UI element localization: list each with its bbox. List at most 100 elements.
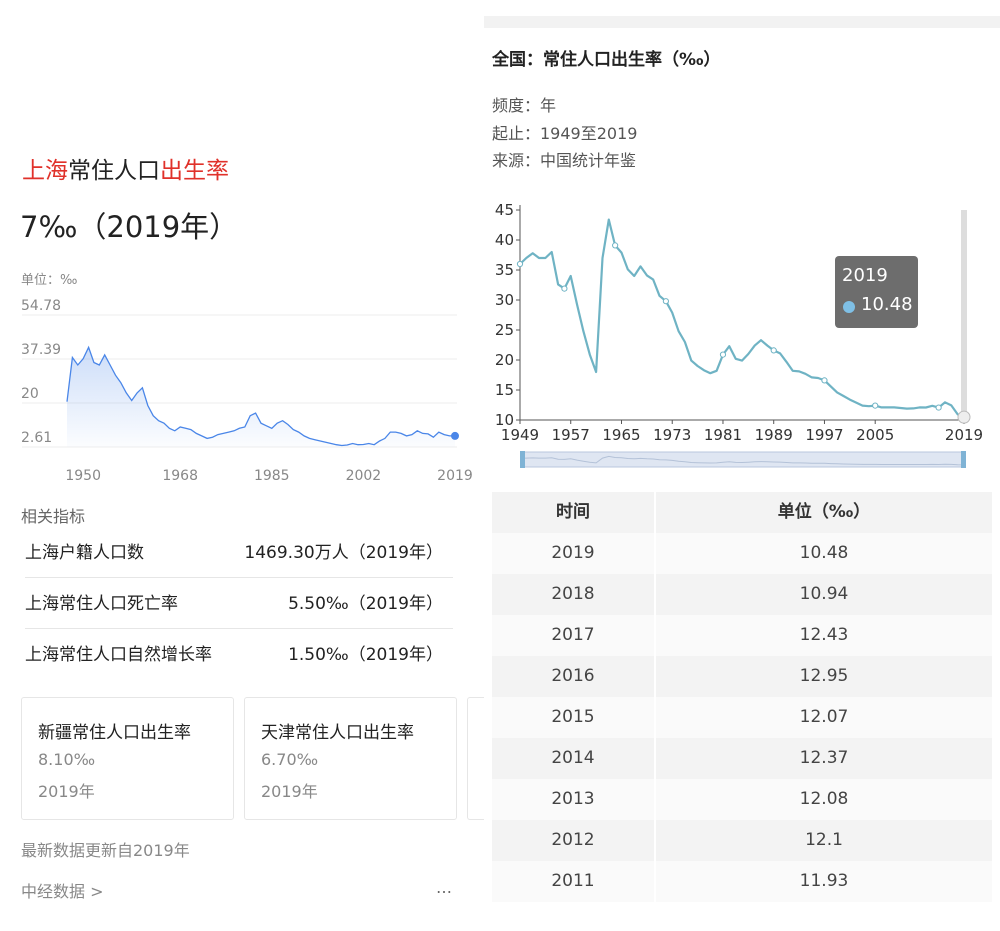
frequency-label: 频度：年: [492, 96, 557, 115]
left-panel: 上海常住人口出生率 7‰（2019年） 单位：‰ 54.78 37.39 20 2.6…: [0, 145, 487, 915]
x-tick-label: 1957: [552, 426, 590, 444]
shanghai-birth-rate-chart[interactable]: 54.78 37.39 20 2.61 1950 1968 1985 2002 2019: [0, 295, 475, 495]
update-note: 最新数据更新自2019年: [21, 841, 190, 860]
y-tick-label: 40: [495, 231, 514, 249]
table-row: 2014 12.37: [492, 738, 992, 779]
cell-value: 12.08: [656, 779, 992, 820]
card-value: 6.70‰: [261, 750, 319, 769]
header-unit: 单位（‰）: [656, 492, 992, 533]
x-tick-label: 1968: [162, 468, 198, 484]
y-tick-label: 30: [495, 291, 514, 309]
cell-value: 11.93: [656, 861, 992, 902]
table-row: 2017 12.43: [492, 615, 992, 656]
data-point-marker: [516, 260, 524, 268]
table-row: 2015 12.07: [492, 697, 992, 738]
table-row: 2019 10.48: [492, 533, 992, 574]
cell-year: 2013: [492, 779, 654, 820]
related-row-death-rate[interactable]: 上海常住人口死亡率 5.50‰（2019年）: [25, 579, 453, 629]
national-birth-rate-chart[interactable]: 10 15 20 25 30 35 40 45 1949 1957 1965 1973 1981 1989…: [484, 195, 1000, 475]
x-tick-label: 2019: [945, 426, 983, 444]
y-tick-label: 2.61: [21, 430, 52, 446]
cell-year: 2012: [492, 820, 654, 861]
card-year: 2019年: [261, 782, 318, 801]
card-name: 天津常住人口出生率: [261, 723, 414, 743]
range-label: 起止：1949至2019: [492, 124, 638, 143]
last-point-marker: [451, 431, 459, 440]
zoom-slider-preview: [519, 455, 965, 466]
cell-year: 2016: [492, 656, 654, 697]
series-line: [519, 218, 965, 419]
x-tick-label: 2002: [346, 468, 382, 484]
x-tick-label: 1981: [704, 426, 742, 444]
card-value: 8.10‰: [38, 750, 96, 769]
x-tick-label: 1973: [653, 426, 691, 444]
y-tick-label: 15: [495, 381, 514, 399]
chart-tooltip: 2019 10.48: [835, 256, 918, 328]
table-row: 2013 12.08: [492, 779, 992, 820]
headline-value: 7‰（2019年）: [20, 210, 239, 244]
data-point-marker: [612, 242, 619, 249]
tooltip-value: 10.48: [861, 294, 913, 315]
tooltip-series-dot: [843, 301, 855, 313]
cell-value: 12.07: [656, 697, 992, 738]
cell-value: 12.95: [656, 656, 992, 697]
cell-year: 2015: [492, 697, 654, 738]
y-tick-label: 45: [495, 201, 514, 219]
data-point-marker: [662, 298, 669, 305]
title-subject: 常住人口: [68, 158, 160, 184]
cell-year: 2019: [492, 533, 654, 574]
card-name: 新疆常住人口出生率: [38, 723, 191, 743]
x-tick-label: 1965: [602, 426, 640, 444]
cell-year: 2011: [492, 861, 654, 902]
data-point-marker: [770, 347, 777, 354]
x-tick-label: 1950: [65, 468, 101, 484]
highlight-point-marker: [957, 410, 971, 424]
related-name: 上海常住人口自然增长率: [25, 645, 212, 665]
y-tick-label: 25: [495, 321, 514, 339]
source-link[interactable]: 中经数据 >: [21, 882, 104, 901]
data-point-marker: [872, 402, 879, 409]
table-row: 2018 10.94: [492, 574, 992, 615]
cell-value: 10.94: [656, 574, 992, 615]
x-tick-label: 2005: [856, 426, 894, 444]
related-row-natural-growth-rate[interactable]: 上海常住人口自然增长率 1.50‰（2019年）: [25, 630, 453, 680]
y-tick-label: 37.39: [21, 342, 61, 358]
more-icon[interactable]: …: [436, 878, 453, 897]
x-tick-label: 1949: [501, 426, 539, 444]
related-name: 上海常住人口死亡率: [25, 594, 178, 614]
y-tick-label: 20: [495, 351, 514, 369]
table-row: 2012 12.1: [492, 820, 992, 861]
title-region: 上海: [22, 158, 68, 184]
x-tick-label: 2019: [437, 468, 473, 484]
page-title: 上海常住人口出生率: [22, 155, 229, 187]
table-header: 时间 单位（‰）: [492, 492, 992, 533]
card-next-partial[interactable]: [467, 697, 487, 820]
header-time: 时间: [492, 492, 654, 533]
related-name: 上海户籍人口数: [25, 543, 144, 563]
related-row-household-population[interactable]: 上海户籍人口数 1469.30万人（2019年）: [25, 528, 453, 578]
cell-year: 2014: [492, 738, 654, 779]
x-tick-label: 1997: [805, 426, 843, 444]
cell-year: 2017: [492, 615, 654, 656]
series-line: [66, 345, 455, 447]
card-tianjin[interactable]: 天津常住人口出生率 6.70‰ 2019年: [244, 697, 457, 820]
cell-year: 2018: [492, 574, 654, 615]
chart-title: 全国：常住人口出生率（‰）: [492, 50, 721, 70]
related-value: 1469.30万人（2019年）: [244, 543, 443, 563]
cell-value: 12.1: [656, 820, 992, 861]
x-tick-label: 1985: [254, 468, 290, 484]
related-value: 5.50‰（2019年）: [288, 594, 443, 614]
card-year: 2019年: [38, 782, 95, 801]
y-tick-label: 10: [495, 411, 514, 429]
source-label: 来源：中国统计年鉴: [492, 151, 637, 170]
card-xinjiang[interactable]: 新疆常住人口出生率 8.10‰ 2019年: [21, 697, 234, 820]
x-tick-label: 1989: [755, 426, 793, 444]
data-point-marker: [935, 404, 942, 411]
related-indicators-title: 相关指标: [21, 507, 86, 526]
cell-value: 12.37: [656, 738, 992, 779]
data-point-marker: [561, 285, 568, 292]
right-panel: 全国：常住人口出生率（‰） 频度：年 起止：1949至2019 来源：中国统计年…: [484, 0, 1000, 931]
y-tick-label: 35: [495, 261, 514, 279]
y-tick-label: 54.78: [21, 298, 61, 314]
zoom-handle-left: [520, 451, 525, 468]
